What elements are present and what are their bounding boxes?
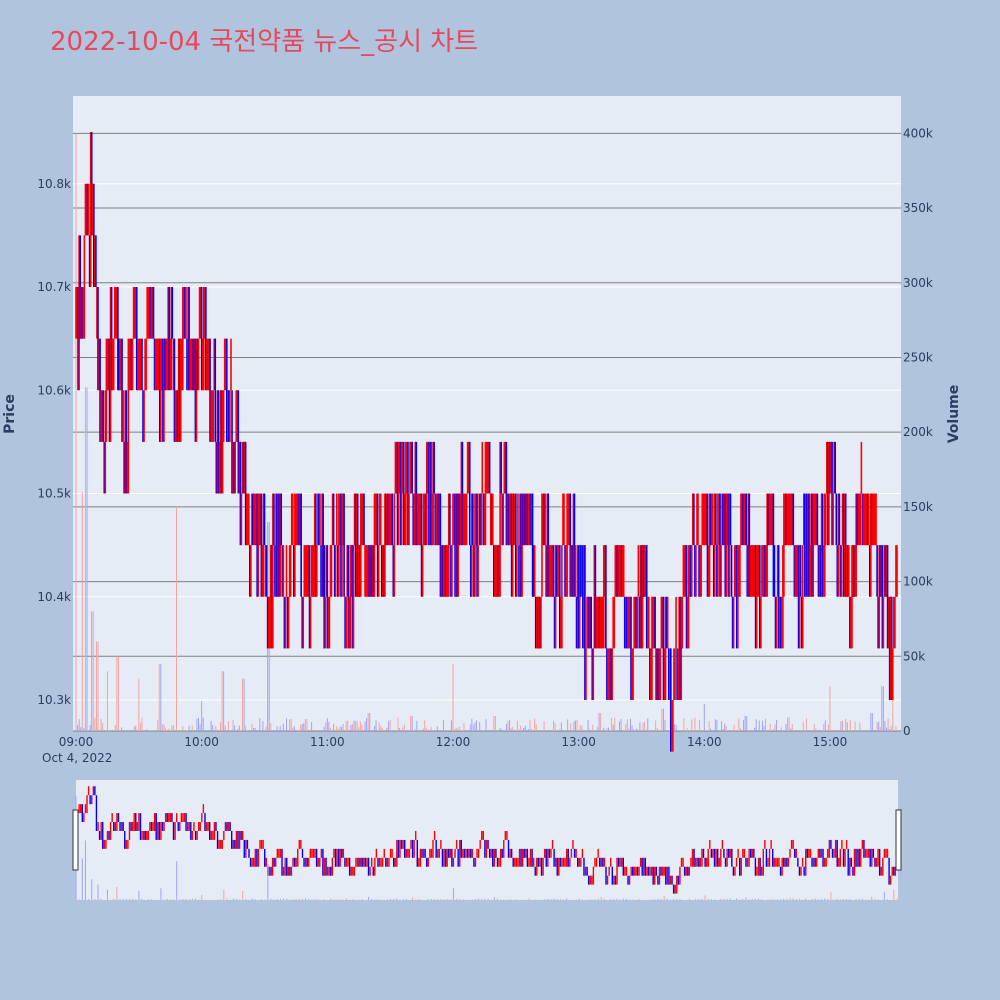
price-tick-label: 10.6k (37, 383, 71, 397)
price-axis-ticks: 10.3k 10.4k 10.5k 10.6k 10.7k 10.8k (37, 177, 71, 707)
price-tick-label: 10.5k (37, 487, 71, 501)
volume-axis-ticks: 0 50k 100k 150k 200k 250k 300k 350k 400k (903, 126, 933, 738)
price-bars (75, 132, 898, 752)
volume-grid (73, 132, 901, 732)
x-axis-date-label: Oct 4, 2022 (42, 751, 112, 765)
x-tick-label: 14:00 (687, 735, 722, 749)
range-handle-right[interactable] (895, 809, 902, 871)
x-axis-ticks: 09:00 10:00 11:00 12:00 13:00 14:00 15:00 (59, 735, 848, 749)
x-tick-label: 09:00 (59, 735, 94, 749)
price-tick-label: 10.8k (37, 177, 71, 191)
x-tick-label: 11:00 (310, 735, 345, 749)
price-tick-label: 10.7k (37, 280, 71, 294)
volume-tick-label: 50k (903, 649, 925, 663)
price-tick-label: 10.4k (37, 590, 71, 604)
volume-tick-label: 200k (903, 425, 933, 439)
volume-tick-label: 0 (903, 724, 911, 738)
volume-tick-label: 250k (903, 350, 933, 364)
price-tick-label: 10.3k (37, 693, 71, 707)
volume-tick-label: 350k (903, 201, 933, 215)
price-axis-title: Price (2, 394, 18, 434)
x-tick-label: 10:00 (184, 735, 219, 749)
volume-tick-label: 400k (903, 126, 933, 140)
range-handle-left[interactable] (72, 809, 79, 871)
x-tick-label: 15:00 (813, 735, 848, 749)
volume-tick-label: 100k (903, 575, 933, 589)
volume-bars (75, 133, 897, 731)
x-tick-label: 13:00 (561, 735, 596, 749)
volume-tick-label: 300k (903, 276, 933, 290)
volume-axis-title: Volume (946, 385, 962, 444)
range-navigator-preview (75, 786, 898, 900)
x-tick-label: 12:00 (436, 735, 471, 749)
volume-tick-label: 150k (903, 500, 933, 514)
chart-title: 2022-10-04 국전약품 뉴스_공시 차트 (50, 27, 478, 57)
